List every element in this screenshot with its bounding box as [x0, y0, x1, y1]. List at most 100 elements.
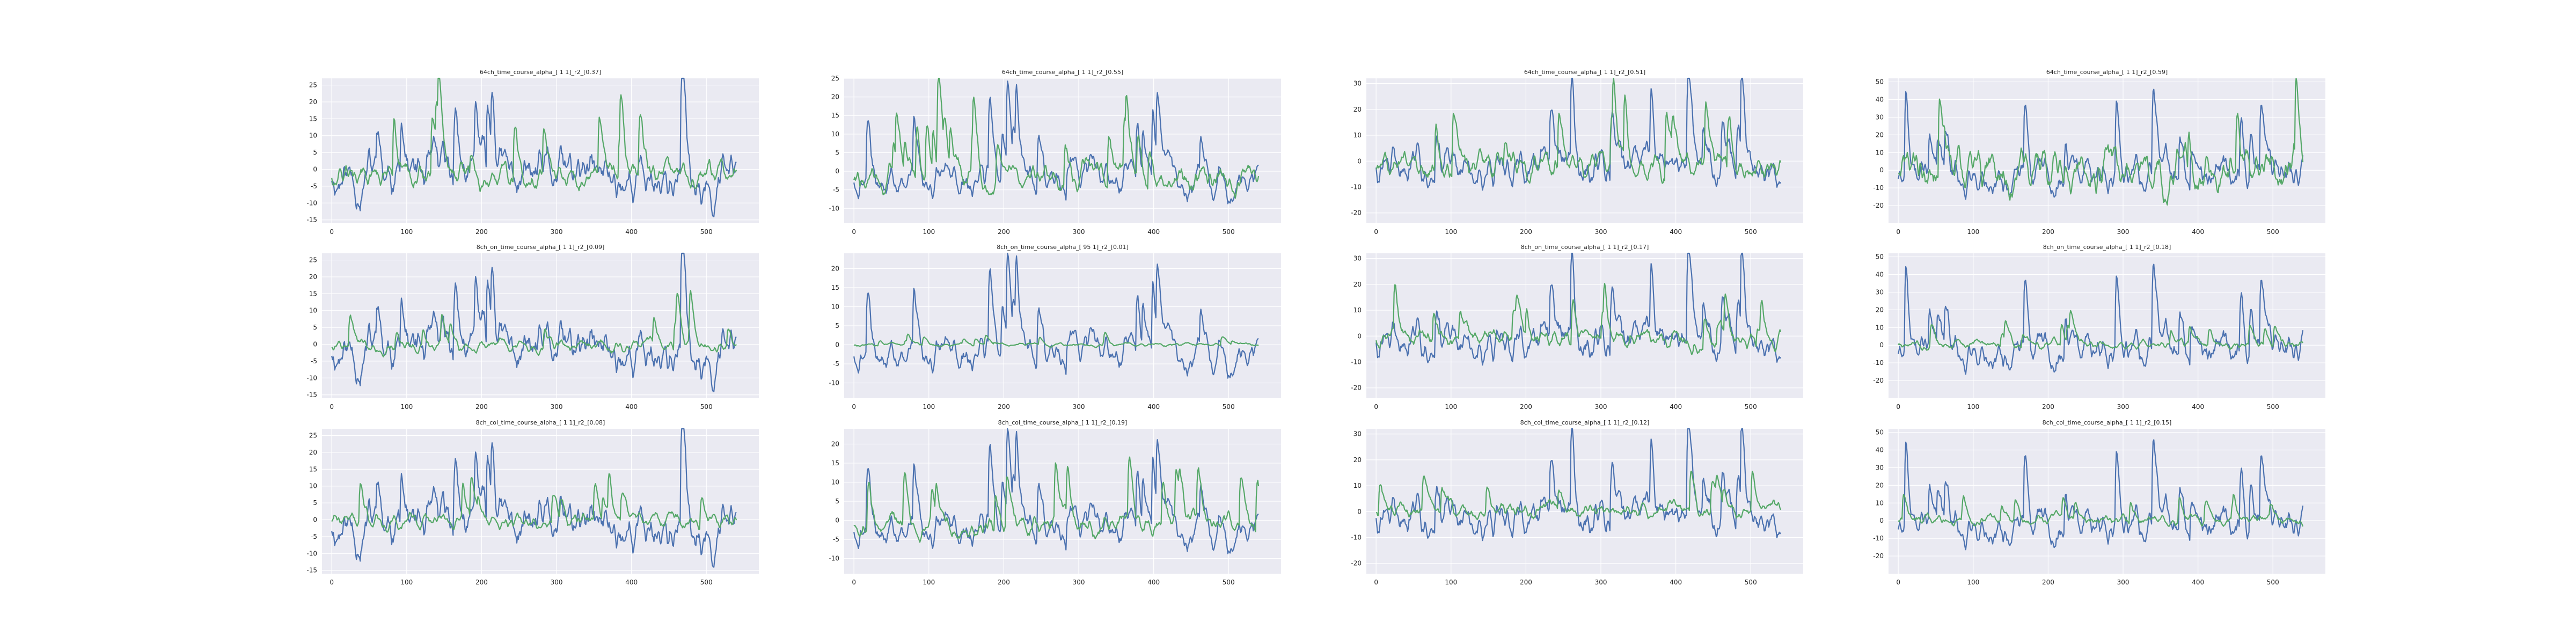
- y-tick-label: -20: [1351, 384, 1362, 392]
- y-tick-label: -20: [1873, 377, 1884, 384]
- series-line-2: [1898, 310, 2303, 351]
- series-line-1: [1375, 428, 1781, 541]
- subplot-1: 0 100 200 300 400 500 -15 -10 -5 0 5 10 15 20 25 64ch_t…: [306, 69, 759, 236]
- y-tick-label: -5: [833, 360, 839, 368]
- x-tick-label: 400: [1147, 403, 1160, 411]
- y-tick-label: 15: [309, 115, 317, 122]
- subplot-title: 8ch_col_time_course_alpha_[ 1 1]_r2_[0.1…: [998, 419, 1128, 426]
- series-line-1: [331, 428, 737, 568]
- y-tick-label: 20: [309, 449, 317, 456]
- x-tick-label: 400: [1670, 403, 1682, 411]
- x-tick-label: 100: [1967, 403, 1979, 411]
- series-line-2: [1375, 283, 1782, 355]
- subplot-4: 0 100 200 300 400 500 -20 -10 0 10 20 30 40 50 64ch_ti…: [1873, 69, 2325, 236]
- x-tick-label: 200: [2042, 579, 2054, 586]
- y-tick-label: -15: [306, 391, 317, 399]
- subplot-title: 8ch_on_time_course_alpha_[ 95 1]_r2_[0.0…: [997, 244, 1129, 251]
- y-tick-label: 15: [309, 465, 317, 473]
- x-tick-label: 200: [998, 403, 1010, 411]
- x-tick-label: 300: [2117, 403, 2129, 411]
- y-tick-label: 10: [1353, 131, 1362, 139]
- y-tick-label: -10: [829, 379, 839, 387]
- y-tick-label: 5: [313, 149, 317, 156]
- x-tick-label: 400: [625, 403, 638, 411]
- y-tick-label: 15: [309, 290, 317, 297]
- x-tick-label: 100: [923, 228, 935, 236]
- x-tick-label: 200: [2042, 228, 2054, 236]
- y-tick-label: 20: [1353, 106, 1362, 113]
- subplot-title: 8ch_col_time_course_alpha_[ 1 1]_r2_[0.1…: [1520, 419, 1650, 426]
- x-tick-label: 200: [2042, 403, 2054, 411]
- subplot-title: 64ch_time_course_alpha_[ 1 1]_r2_[0.37]: [480, 69, 601, 76]
- x-tick-label: 0: [1374, 579, 1378, 586]
- subplot-title: 8ch_on_time_course_alpha_[ 1 1]_r2_[0.18…: [2043, 244, 2171, 251]
- x-tick-label: 0: [330, 403, 334, 411]
- y-tick-label: -5: [311, 182, 317, 190]
- series-line-1: [331, 77, 737, 217]
- y-tick-label: 20: [831, 93, 839, 101]
- subplot-6: 0 100 200 300 400 500 -10 -5 0 5 10 15 20 8ch_on_time…: [829, 244, 1281, 411]
- x-tick-label: 500: [1223, 403, 1235, 411]
- subplot-11: 0 100 200 300 400 500 -20 -10 0 10 20 30 8ch_col_tim…: [1351, 419, 1803, 586]
- x-tick-label: 0: [852, 579, 856, 586]
- y-tick-label: -10: [1351, 358, 1362, 366]
- subplot-title: 8ch_on_time_course_alpha_[ 1 1]_r2_[0.09…: [477, 244, 605, 251]
- x-tick-label: 500: [1223, 228, 1235, 236]
- y-tick-label: 10: [1876, 149, 1884, 156]
- y-tick-label: 20: [309, 273, 317, 281]
- x-tick-label: 400: [2192, 403, 2204, 411]
- x-tick-label: 100: [1445, 579, 1457, 586]
- y-tick-label: 10: [1353, 306, 1362, 314]
- y-tick-label: -15: [306, 216, 317, 224]
- y-tick-label: 15: [831, 112, 839, 119]
- subplot-title: 8ch_col_time_course_alpha_[ 1 1]_r2_[0.0…: [476, 419, 605, 426]
- y-tick-label: -5: [833, 186, 839, 194]
- x-tick-label: 200: [1520, 579, 1532, 586]
- x-tick-label: 100: [400, 228, 413, 236]
- y-tick-label: 20: [831, 265, 839, 272]
- y-tick-label: 10: [831, 478, 839, 486]
- y-tick-label: 0: [835, 341, 839, 349]
- y-tick-label: -10: [306, 550, 317, 557]
- y-tick-label: -15: [306, 567, 317, 574]
- x-tick-label: 500: [1223, 579, 1235, 586]
- y-tick-label: 0: [1879, 517, 1884, 524]
- y-tick-label: 30: [1353, 430, 1362, 438]
- x-tick-label: 500: [700, 228, 713, 236]
- x-tick-label: 300: [1595, 228, 1607, 236]
- y-tick-label: 5: [835, 149, 839, 156]
- y-tick-label: 10: [309, 307, 317, 314]
- y-tick-label: 20: [1876, 306, 1884, 313]
- y-tick-label: 25: [309, 432, 317, 440]
- x-tick-label: 100: [923, 579, 935, 586]
- y-tick-label: 0: [313, 341, 317, 348]
- series-line-1: [853, 428, 1259, 554]
- x-tick-label: 300: [2117, 579, 2129, 586]
- plot-area: [844, 78, 1281, 223]
- y-tick-label: -20: [1351, 209, 1362, 217]
- y-tick-label: -10: [829, 204, 839, 212]
- x-tick-label: 500: [2267, 228, 2279, 236]
- y-tick-label: 0: [1357, 157, 1362, 165]
- subplot-8: 0 100 200 300 400 500 -20 -10 0 10 20 30 40 50 8ch_on_…: [1873, 244, 2325, 411]
- y-tick-label: 5: [835, 322, 839, 330]
- y-tick-label: 0: [1357, 508, 1362, 515]
- series-line-1: [1375, 77, 1781, 191]
- subplot-12: 0 100 200 300 400 500 -20 -10 0 10 20 30 40 50 8ch_col…: [1873, 419, 2325, 586]
- y-tick-label: 20: [1876, 481, 1884, 489]
- series-line-2: [1375, 471, 1782, 521]
- y-tick-label: 40: [1876, 447, 1884, 454]
- x-tick-label: 0: [1896, 403, 1900, 411]
- x-tick-label: 200: [998, 228, 1010, 236]
- y-tick-label: 0: [1357, 332, 1362, 340]
- y-tick-label: -10: [1351, 184, 1362, 191]
- series-line-2: [331, 290, 737, 357]
- plot-area: [1366, 253, 1803, 398]
- y-tick-label: 20: [1353, 456, 1362, 464]
- x-tick-label: 100: [923, 403, 935, 411]
- y-tick-label: 10: [1353, 482, 1362, 489]
- series-line-2: [1898, 77, 2304, 206]
- y-tick-label: 10: [1876, 499, 1884, 507]
- x-tick-label: 200: [475, 579, 488, 586]
- y-tick-label: 30: [1353, 80, 1362, 87]
